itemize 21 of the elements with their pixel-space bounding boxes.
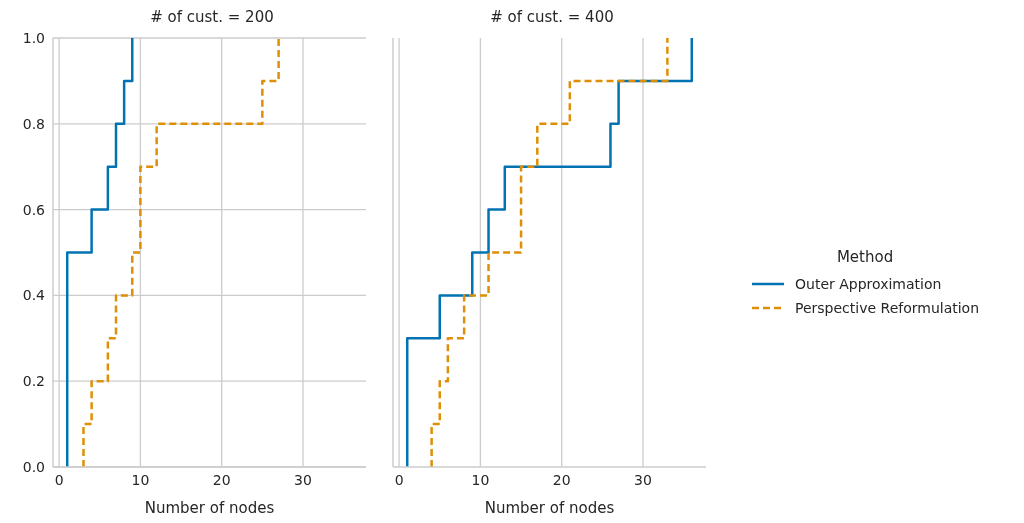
y-tick-label: 0.6: [22, 201, 46, 218]
y-tick-label: 0.0: [22, 458, 45, 475]
legend-label: Outer Approximation: [795, 276, 942, 292]
legend-label: Perspective Reformulation: [795, 300, 980, 316]
y-tick-label: 0.4: [22, 287, 46, 304]
chart-title: # of cust. = 400: [489, 8, 615, 28]
legend-title: Method: [835, 248, 895, 266]
y-tick-label: 0.2: [22, 373, 45, 390]
x-axis-title: Number of nodes: [144, 499, 275, 517]
x-tick-label: 0: [394, 471, 404, 488]
y-tick-label: 1.0: [22, 29, 45, 46]
x-axis-title: Number of nodes: [484, 499, 615, 517]
x-tick-label: 0: [54, 471, 64, 488]
y-tick-label: 0.8: [22, 115, 45, 132]
chart-title: # of cust. = 200: [149, 8, 275, 28]
x-tick-label: 20: [552, 471, 571, 488]
x-tick-label: 10: [131, 471, 150, 488]
x-tick-label: 30: [634, 471, 652, 488]
x-tick-label: 10: [471, 471, 490, 488]
x-tick-label: 20: [212, 471, 231, 488]
x-tick-label: 30: [294, 471, 312, 488]
